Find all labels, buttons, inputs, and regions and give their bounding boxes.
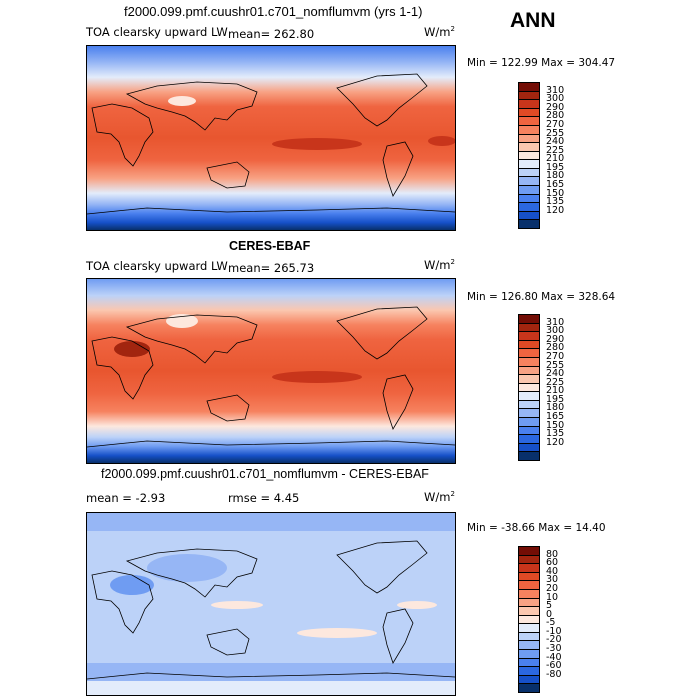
panel2-variable: TOA clearsky upward LW	[86, 259, 228, 273]
panel3-colorbar-label: 5	[546, 600, 553, 612]
panel3-colorbar-label: 60	[546, 557, 559, 569]
panel1-minmax: Min = 122.99 Max = 304.47	[467, 57, 616, 69]
panel1-colorbar-label: 270	[546, 118, 565, 130]
panel3-units: W/m2	[424, 490, 455, 504]
panel3-colorbar-label: 10	[546, 591, 559, 603]
panel3-colorbar-label: 0	[546, 608, 553, 620]
panel2-map	[86, 278, 456, 464]
panel1-colorbar: 310 300 290 280 270 255 240 225 210 195 180 165 150 1…	[518, 82, 598, 229]
panel3-coastlines	[87, 540, 455, 680]
panel2-minmax: Min = 126.80 Max = 328.64	[467, 291, 616, 303]
panel2-colorbar-box	[518, 451, 540, 461]
panel1-units: W/m2	[424, 25, 455, 39]
panel3-colorbar-label: -5	[546, 617, 556, 629]
panel3-colorbar-box	[518, 683, 540, 693]
panel3-colorbar-label: -30	[546, 643, 562, 655]
panel3-sahara-negative	[110, 575, 154, 595]
panel3-colorbar-label: 40	[546, 565, 559, 577]
panel3-colorbar-label: -60	[546, 660, 562, 672]
panel2-map-svg	[87, 279, 455, 463]
panel1-colorbar-label: 210	[546, 153, 565, 165]
panel1-colorbar-label: 240	[546, 136, 565, 148]
panel2-title: CERES-EBAF	[229, 239, 311, 253]
panel3-sh-positive	[297, 628, 377, 638]
panel2-colorbar-label: 310	[546, 316, 565, 328]
panel3-colorbar-label: -40	[546, 651, 562, 663]
panel3-asia-negative	[147, 554, 227, 582]
panel2-colorbar-label: 240	[546, 368, 565, 380]
panel1-tibet-low	[168, 96, 196, 106]
panel3-eq-positive1	[211, 601, 263, 609]
panel1-atlantic-max	[428, 136, 455, 146]
panel3-map-svg	[87, 513, 455, 695]
panel3-minmax: Min = -38.66 Max = 14.40	[467, 522, 606, 534]
panel2-colorbar-label: 280	[546, 342, 565, 354]
panel1-mean: mean= 262.80	[228, 27, 315, 41]
season-label: ANN	[510, 9, 556, 32]
panel1-colorbar-label: 300	[546, 93, 565, 105]
panel2-colorbar-label: 165	[546, 411, 565, 423]
panel1-colorbar-label: 135	[546, 196, 565, 208]
panel1-colorbar-label: 255	[546, 127, 565, 139]
panel2-sahara-max	[114, 341, 150, 357]
panel2-field-background	[87, 279, 455, 463]
panel3-rmse: rmse = 4.45	[228, 491, 300, 505]
panel1-colorbar-label: 180	[546, 170, 565, 182]
panel3-colorbar-label: 80	[546, 548, 559, 560]
panel1-field-background	[87, 46, 455, 230]
panel1-colorbar-label: 225	[546, 144, 565, 156]
panel1-colorbar-label: 280	[546, 110, 565, 122]
panel1-title: f2000.099.pmf.cuushr01.c701_nomflumvm (y…	[124, 4, 423, 19]
panel1-coastlines	[87, 73, 455, 215]
panel1-colorbar-label: 290	[546, 101, 565, 113]
panel3-colorbar-label: 30	[546, 574, 559, 586]
panel2-colorbar-label: 270	[546, 350, 565, 362]
panel3-south-edge	[87, 681, 455, 695]
panel2-pacific-max	[272, 371, 362, 383]
panel2-colorbar-label: 180	[546, 402, 565, 414]
panel3-north-band	[87, 513, 455, 531]
panel2-colorbar-label: 290	[546, 333, 565, 345]
panel3-colorbar: 80 60 40 30 20 10 5 0 -5 -10 -20 -30 -40 -60 -80	[518, 546, 598, 693]
panel1-map	[86, 45, 456, 231]
panel3-title: f2000.099.pmf.cuushr01.c701_nomflumvm - …	[101, 467, 429, 481]
panel3-colorbar-label: 20	[546, 582, 559, 594]
panel3-eq-positive2	[397, 601, 437, 609]
panel2-colorbar-label: 210	[546, 385, 565, 397]
panel2-colorbar-label: 135	[546, 428, 565, 440]
panel3-colorbar-label: -10	[546, 625, 562, 637]
panel1-colorbar-label: 120	[546, 204, 565, 216]
panel2-units: W/m2	[424, 258, 455, 272]
panel2-colorbar-label: 225	[546, 376, 565, 388]
panel1-pacific-max	[272, 138, 362, 150]
panel3-colorbar-label: -20	[546, 634, 562, 646]
panel1-colorbar-label: 150	[546, 187, 565, 199]
panel2-mean: mean= 265.73	[228, 261, 315, 275]
panel2-colorbar-label: 255	[546, 359, 565, 371]
panel1-colorbar-box	[518, 219, 540, 229]
panel3-map	[86, 512, 456, 696]
panel3-mean: mean = -2.93	[86, 491, 166, 505]
panel2-coastlines	[87, 306, 455, 448]
panel1-colorbar-label: 165	[546, 179, 565, 191]
panel1-variable: TOA clearsky upward LW	[86, 25, 228, 39]
panel1-colorbar-label: 310	[546, 84, 565, 96]
panel2-colorbar-label: 120	[546, 436, 565, 448]
panel2-colorbar-label: 150	[546, 419, 565, 431]
panel1-colorbar-label: 195	[546, 161, 565, 173]
panel2-colorbar: 310 300 290 280 270 255 240 225 210 195 180 165 150 1…	[518, 314, 598, 461]
panel3-colorbar-label: -80	[546, 668, 562, 680]
panel2-colorbar-label: 195	[546, 393, 565, 405]
panel1-map-svg	[87, 46, 455, 230]
panel2-colorbar-label: 300	[546, 325, 565, 337]
